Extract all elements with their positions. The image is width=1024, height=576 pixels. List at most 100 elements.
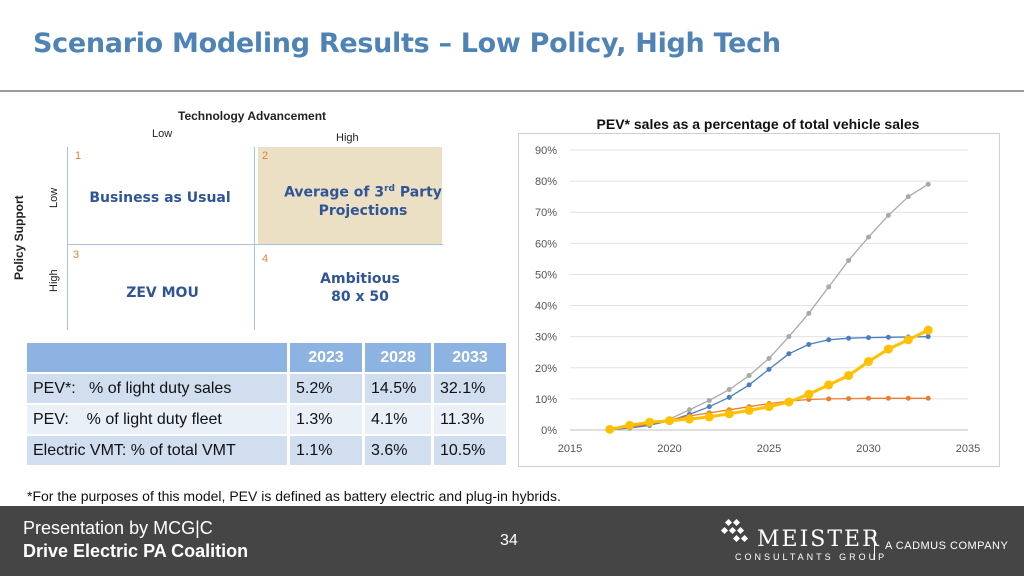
logo-tagline: A CADMUS COMPANY [885,540,1009,552]
series-line-1 [609,336,929,431]
series-point-2 [885,395,891,401]
quadrant-4-label-line2: 80 x 50 [331,289,389,305]
x-tick-label: 2020 [657,443,681,455]
series-point-0 [686,407,692,413]
series-point-1 [806,341,812,347]
series-point-0 [766,355,772,361]
series-point-3 [903,335,913,345]
y-tick-label: 80% [535,176,557,188]
x-tick-label: 2030 [856,443,880,455]
quadrant-2-label-part1: Average of 3 [284,184,385,201]
table-header-cell: 2023 [290,343,365,374]
quadrant-2-number: 2 [262,150,269,162]
table-cell: 14.5% [365,374,434,405]
table-header-cell [27,343,290,374]
matrix-x-high-label: High [336,132,359,144]
series-point-1 [866,335,871,341]
page-number: 34 [500,532,518,549]
x-tick-label: 2035 [956,443,980,455]
table-cell: PEV*: % of light duty sales [27,374,290,405]
series-point-1 [766,366,772,372]
quadrant-3-label: ZEV MOU [126,285,199,301]
chart-title: PEV* sales as a percentage of total vehi… [596,116,920,132]
y-tick-label: 30% [535,332,557,344]
matrix-y-low-label: Low [48,187,60,208]
series-point-1 [746,382,752,388]
quadrant-2-label-superscript: rd [384,184,395,194]
table-row: Electric VMT: % of total VMT 1.1% 3.6% 1… [27,436,509,467]
series-point-0 [925,181,931,187]
meister-logo-icon [720,518,749,543]
series-line-3 [609,328,929,431]
series-point-0 [706,397,712,403]
series-point-3 [844,371,854,381]
table-cell: 10.5% [434,436,509,467]
x-tick-label: 2015 [558,443,582,455]
series-point-0 [746,373,752,379]
footer-bar [0,506,1024,576]
series-point-1 [786,351,792,357]
table-cell: 3.6% [365,436,434,467]
series-point-1 [726,394,732,400]
matrix-y-axis-title: Policy Support [12,195,26,280]
series-point-3 [784,397,794,407]
table-cell: PEV: % of light duty fleet [27,405,290,436]
quadrant-2-label-part2: Party [394,184,442,201]
table-header-row: 2023 2028 2033 [27,343,509,374]
logo-separator [874,530,875,560]
series-point-3 [744,405,754,415]
y-tick-label: 10% [535,394,557,406]
series-point-2 [846,396,852,402]
quadrant-4-number: 4 [262,253,269,265]
results-table: 2023 2028 2033 PEV*: % of light duty sal… [27,343,509,467]
chart-panel [518,133,1000,467]
quadrant-1-label: Business as Usual [89,190,231,206]
quadrant-1-number: 1 [75,150,82,162]
y-tick-label: 0% [541,425,557,437]
quadrant-3-number: 3 [73,249,80,261]
series-point-2 [925,395,931,401]
series-point-0 [905,194,911,200]
series-point-0 [806,310,812,316]
footnote: *For the purposes of this model, PEV is … [27,488,561,504]
table-cell: 5.2% [290,374,365,405]
series-point-3 [804,389,814,399]
logo-name: MEISTER [757,527,881,552]
series-point-0 [885,212,891,218]
series-point-3 [625,420,635,430]
y-tick-label: 70% [535,207,557,219]
table-cell: Electric VMT: % of total VMT [27,436,290,467]
matrix-vertical-divider [254,147,255,330]
series-point-3 [923,325,933,335]
series-point-3 [824,380,834,390]
table-cell: 1.1% [290,436,365,467]
series-point-3 [684,414,694,424]
matrix-x-low-label: Low [152,128,173,140]
table-cell: 4.1% [365,405,434,436]
quadrant-2-label: Average of 3rd Party Projections [268,180,458,220]
series-point-3 [883,344,893,354]
series-point-0 [826,284,832,290]
matrix-x-axis-title: Technology Advancement [178,109,327,123]
series-line-0 [609,183,929,431]
series-point-0 [866,234,871,240]
y-tick-label: 60% [535,238,557,250]
table-header-cell: 2033 [434,343,509,374]
y-tick-label: 50% [535,269,557,281]
y-tick-label: 40% [535,301,557,313]
page-title: Scenario Modeling Results – Low Policy, … [33,28,781,59]
series-point-3 [864,357,873,367]
presenter-credit: Presentation by MCG|C [23,518,213,538]
y-tick-label: 90% [535,145,557,157]
table-header-cell: 2028 [365,343,434,374]
series-point-2 [905,395,911,401]
matrix-horizontal-divider [67,244,443,245]
series-point-2 [826,396,832,402]
quadrant-4-label-line1: Ambitious [320,271,400,287]
series-point-1 [885,334,891,340]
series-point-3 [764,402,774,412]
y-tick-label: 20% [535,363,557,375]
series-point-1 [826,337,832,343]
series-point-1 [846,335,852,341]
series-point-0 [846,257,852,263]
